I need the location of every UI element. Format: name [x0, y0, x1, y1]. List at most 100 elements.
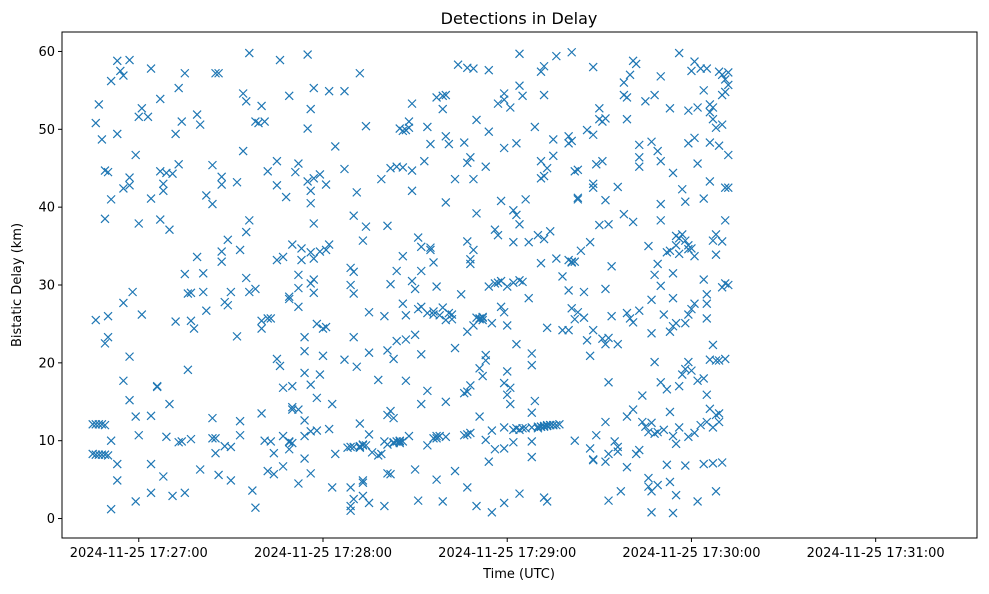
- data-point: [361, 440, 371, 450]
- data-point: [208, 413, 217, 423]
- data-point: [708, 103, 718, 112]
- y-tick-label: 10: [38, 434, 55, 449]
- data-point: [146, 488, 156, 498]
- data-point: [702, 314, 712, 323]
- data-point: [683, 244, 693, 254]
- data-point: [416, 266, 426, 276]
- data-point: [665, 407, 675, 417]
- data-point: [165, 399, 174, 409]
- data-point: [693, 103, 703, 112]
- data-point: [389, 354, 399, 364]
- data-point: [490, 225, 500, 235]
- data-point: [217, 247, 227, 256]
- data-point: [309, 219, 319, 228]
- data-point: [702, 64, 712, 74]
- data-point: [622, 462, 632, 472]
- data-point: [591, 430, 601, 440]
- data-point: [475, 412, 485, 421]
- data-point: [300, 416, 309, 425]
- data-point: [278, 252, 288, 262]
- data-point: [386, 469, 395, 479]
- x-tick-label: 2024-11-25 17:27:00: [70, 546, 208, 561]
- data-point: [530, 396, 540, 406]
- data-point: [97, 419, 107, 429]
- data-point: [720, 87, 730, 97]
- data-point: [346, 442, 356, 452]
- data-point: [379, 311, 389, 321]
- data-point: [564, 131, 574, 141]
- data-point: [650, 270, 660, 280]
- data-point: [616, 486, 626, 496]
- data-point: [177, 437, 187, 446]
- data-point: [548, 151, 558, 161]
- data-point: [674, 423, 684, 432]
- data-point: [515, 219, 524, 229]
- data-point: [604, 449, 613, 459]
- data-point: [100, 450, 110, 460]
- data-point: [355, 68, 365, 78]
- data-point: [158, 472, 168, 481]
- data-point: [340, 164, 349, 174]
- data-point: [653, 259, 663, 269]
- data-point: [683, 106, 693, 116]
- data-point: [502, 390, 512, 400]
- data-point: [499, 444, 509, 453]
- data-point: [189, 324, 199, 334]
- data-point: [601, 457, 610, 467]
- data-point: [118, 71, 128, 81]
- data-point: [441, 397, 451, 407]
- data-point: [484, 282, 494, 291]
- data-point: [278, 383, 288, 393]
- data-point: [607, 311, 617, 321]
- data-point: [508, 205, 518, 215]
- data-point: [432, 475, 442, 485]
- data-point: [192, 252, 202, 262]
- data-point: [211, 68, 220, 78]
- data-point: [263, 314, 273, 323]
- data-point: [521, 194, 531, 204]
- data-point: [613, 339, 623, 349]
- data-point: [714, 417, 724, 427]
- data-point: [493, 230, 503, 240]
- data-point: [404, 431, 414, 441]
- data-point: [195, 465, 205, 474]
- data-point: [383, 468, 392, 478]
- data-point: [441, 432, 451, 442]
- data-point: [530, 122, 540, 132]
- data-point: [717, 236, 727, 246]
- data-point: [518, 91, 527, 101]
- y-tick-label: 30: [38, 279, 55, 294]
- data-point: [671, 490, 681, 500]
- data-point: [459, 430, 469, 440]
- data-point: [515, 49, 524, 59]
- data-point: [702, 289, 712, 299]
- data-point: [677, 184, 687, 194]
- data-point: [720, 75, 730, 84]
- data-point: [201, 306, 211, 316]
- data-point: [389, 413, 399, 423]
- data-point: [112, 475, 122, 485]
- data-point: [180, 269, 190, 279]
- data-point: [674, 249, 684, 259]
- data-point: [103, 167, 113, 177]
- data-point: [628, 317, 638, 327]
- data-point: [653, 146, 663, 156]
- data-point: [472, 115, 481, 125]
- data-point: [674, 381, 684, 391]
- data-point: [300, 346, 309, 356]
- data-point: [300, 431, 309, 441]
- data-point: [637, 391, 647, 400]
- data-point: [619, 78, 629, 88]
- data-point: [628, 405, 638, 414]
- data-point: [432, 282, 442, 291]
- data-point: [567, 303, 577, 313]
- chart-title: Detections in Delay: [441, 9, 598, 28]
- data-point: [539, 61, 549, 71]
- data-point: [493, 99, 503, 109]
- data-point: [416, 242, 426, 252]
- data-point: [386, 279, 395, 289]
- data-point: [717, 458, 727, 467]
- data-point: [462, 158, 472, 168]
- data-point: [137, 103, 147, 113]
- data-point: [518, 423, 527, 433]
